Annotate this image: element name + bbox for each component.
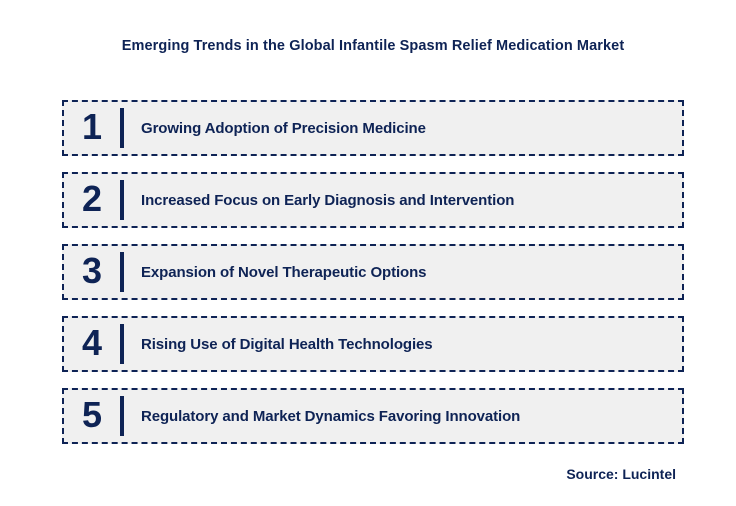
- trend-item-2: 2 Increased Focus on Early Diagnosis and…: [62, 172, 684, 228]
- trend-item-4: 4 Rising Use of Digital Health Technolog…: [62, 316, 684, 372]
- trend-number: 2: [81, 178, 103, 219]
- trend-number: 5: [81, 394, 103, 435]
- trend-item-3: 3 Expansion of Novel Therapeutic Options: [62, 244, 684, 300]
- trend-label: Increased Focus on Early Diagnosis and I…: [141, 191, 515, 209]
- page-title: Emerging Trends in the Global Infantile …: [121, 38, 625, 54]
- trend-label: Regulatory and Market Dynamics Favoring …: [141, 407, 521, 425]
- trend-number: 3: [81, 250, 103, 291]
- trend-label: Rising Use of Digital Health Technologie…: [141, 335, 433, 353]
- divider-bar: [120, 252, 124, 292]
- trend-list: 1 Growing Adoption of Precision Medicine…: [62, 100, 684, 460]
- trend-item-1: 1 Growing Adoption of Precision Medicine: [62, 100, 684, 156]
- trend-number: 4: [81, 322, 103, 363]
- source-credit: Source: Lucintel: [566, 466, 676, 482]
- divider-bar: [120, 180, 124, 220]
- trend-label: Expansion of Novel Therapeutic Options: [141, 263, 427, 281]
- trend-label: Growing Adoption of Precision Medicine: [141, 119, 426, 137]
- divider-bar: [120, 324, 124, 364]
- divider-bar: [120, 396, 124, 436]
- trend-number: 1: [81, 106, 103, 147]
- trend-item-5: 5 Regulatory and Market Dynamics Favorin…: [62, 388, 684, 444]
- divider-bar: [120, 108, 124, 148]
